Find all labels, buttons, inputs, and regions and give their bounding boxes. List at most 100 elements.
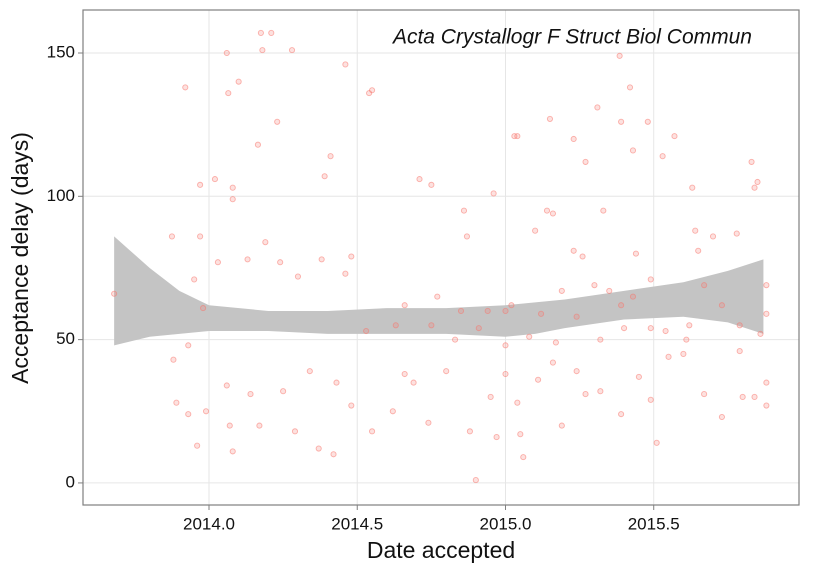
- point: [452, 336, 459, 343]
- point: [277, 259, 284, 266]
- point: [600, 207, 607, 214]
- point: [487, 393, 494, 400]
- point: [647, 325, 654, 332]
- y-axis-title: Acceptance delay (days): [7, 132, 33, 384]
- point: [532, 227, 539, 234]
- point: [294, 273, 301, 280]
- point: [254, 141, 261, 148]
- point: [457, 307, 465, 315]
- x-tick-label: 2015.0: [479, 514, 531, 533]
- point: [280, 388, 287, 395]
- point: [327, 153, 334, 160]
- y-tick-label: 150: [47, 42, 75, 61]
- point: [514, 399, 521, 406]
- band-layer: [114, 236, 764, 346]
- point: [736, 322, 743, 329]
- point: [626, 84, 634, 91]
- point: [401, 370, 408, 378]
- point: [428, 322, 435, 329]
- point: [570, 247, 577, 254]
- point: [517, 431, 524, 438]
- point: [718, 413, 725, 421]
- point: [223, 382, 230, 389]
- point: [695, 247, 702, 254]
- point: [291, 428, 299, 435]
- point: [197, 233, 204, 240]
- point: [579, 253, 586, 260]
- grid: [83, 10, 799, 505]
- point: [460, 207, 468, 214]
- point: [701, 391, 708, 398]
- point: [662, 327, 669, 335]
- point: [466, 428, 473, 435]
- point: [763, 310, 770, 317]
- x-tick-label: 2014.0: [183, 514, 235, 533]
- points: [111, 29, 770, 484]
- point: [185, 411, 192, 418]
- point: [315, 445, 322, 452]
- point: [502, 370, 509, 378]
- point: [754, 178, 761, 186]
- point: [618, 302, 625, 309]
- point: [686, 322, 693, 329]
- point: [197, 181, 204, 188]
- y-tick-label: 50: [56, 329, 75, 348]
- point: [597, 336, 604, 343]
- plot-panel: [83, 10, 799, 505]
- point: [173, 399, 180, 406]
- point: [647, 396, 654, 403]
- point: [185, 342, 192, 349]
- point: [549, 359, 556, 366]
- point: [629, 147, 637, 154]
- y-tick-label: 100: [47, 186, 75, 205]
- point: [168, 233, 175, 240]
- point: [257, 29, 264, 36]
- point: [751, 393, 758, 400]
- point: [416, 176, 423, 183]
- y-tick-label: 0: [66, 472, 75, 491]
- point: [543, 207, 551, 214]
- point: [538, 310, 545, 317]
- point: [594, 104, 601, 111]
- point: [342, 270, 349, 277]
- point: [644, 118, 651, 125]
- point: [546, 115, 554, 122]
- point: [472, 477, 479, 484]
- point: [552, 339, 559, 346]
- point: [573, 368, 580, 375]
- point: [306, 368, 313, 375]
- point: [709, 233, 717, 240]
- point: [463, 233, 470, 240]
- point: [502, 342, 509, 349]
- point: [502, 307, 509, 315]
- point: [632, 250, 639, 257]
- point: [247, 391, 254, 398]
- point: [621, 325, 628, 332]
- point: [549, 210, 556, 217]
- point: [757, 330, 764, 337]
- point: [262, 239, 269, 246]
- annotation: Acta Crystallogr F Struct Biol Commun: [391, 26, 752, 49]
- point: [739, 393, 746, 400]
- point: [490, 190, 497, 197]
- point: [348, 402, 355, 409]
- point: [535, 376, 542, 383]
- point: [229, 448, 236, 455]
- point: [659, 153, 666, 160]
- point: [558, 422, 565, 429]
- x-tick-label: 2014.5: [331, 514, 383, 533]
- point: [235, 78, 242, 85]
- point: [211, 176, 218, 183]
- point: [653, 439, 660, 446]
- point: [618, 118, 625, 125]
- point: [229, 184, 236, 191]
- point: [520, 454, 527, 461]
- x-axis-title: Date accepted: [367, 537, 515, 563]
- point: [484, 307, 491, 315]
- point: [733, 230, 740, 237]
- point: [111, 290, 118, 297]
- point: [363, 327, 370, 335]
- point: [321, 173, 328, 180]
- point: [701, 282, 708, 289]
- point: [582, 158, 589, 165]
